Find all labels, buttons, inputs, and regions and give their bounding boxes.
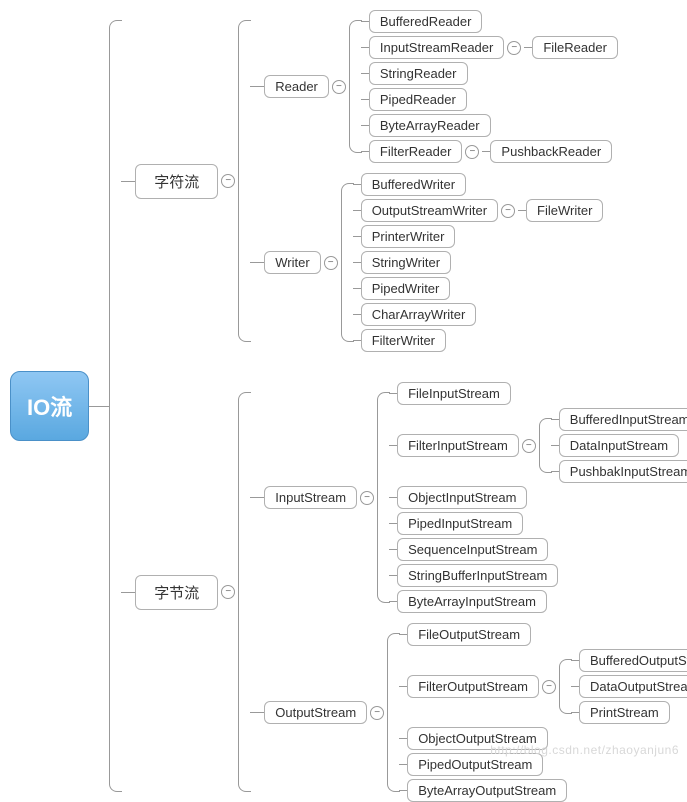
leaf-node: BufferedReader [369,10,483,33]
leaf-node: PushbakInputStream [559,460,687,483]
toggle-icon[interactable]: − [324,256,338,270]
toggle-icon[interactable]: − [522,439,536,453]
node-outputstream: OutputStream [264,701,367,724]
mindmap-tree: IO流 字符流 − Reader − BufferedReader [10,10,677,802]
leaf-node: PushbackReader [490,140,612,163]
toggle-icon[interactable]: − [465,145,479,159]
node-char-stream: 字符流 [135,164,218,199]
leaf-node: BufferedInputStream [559,408,687,431]
toggle-icon[interactable]: − [221,174,235,188]
leaf-node: PipedReader [369,88,467,111]
toggle-icon[interactable]: − [360,491,374,505]
leaf-node: ByteArrayOutputStream [407,779,567,802]
root-node: IO流 [10,371,89,441]
leaf-node: PrintStream [579,701,670,724]
leaf-node: FileInputStream [397,382,511,405]
branch-inputstream: InputStream − FileInputStream FilterInpu… [250,382,687,613]
branch-writer: Writer − BufferedWriter OutputStreamWrit… [250,173,618,352]
leaf-node: PipedWriter [361,277,451,300]
leaf-node: FileOutputStream [407,623,531,646]
toggle-icon[interactable]: − [221,585,235,599]
node-inputstream: InputStream [264,486,357,509]
leaf-node: StringWriter [361,251,451,274]
watermark-text: http://blog.csdn.net/zhaoyanjun6 [490,743,679,757]
node-byte-stream: 字节流 [135,575,218,610]
node-writer: Writer [264,251,320,274]
node-reader: Reader [264,75,329,98]
toggle-icon[interactable]: − [542,680,556,694]
leaf-node: PipedInputStream [397,512,523,535]
toggle-icon[interactable]: − [507,41,521,55]
leaf-node: FileReader [532,36,618,59]
branch-reader: Reader − BufferedReader InputStreamReade… [250,10,618,163]
toggle-icon[interactable]: − [501,204,515,218]
leaf-node: ByteArrayInputStream [397,590,547,613]
leaf-node: FilterReader [369,140,463,163]
branch-outputstream: OutputStream − FileOutputStream FilterOu… [250,623,687,802]
leaf-node: FilterWriter [361,329,446,352]
toggle-icon[interactable]: − [370,706,384,720]
leaf-node: BufferedWriter [361,173,466,196]
leaf-node: FilterOutputStream [407,675,539,698]
leaf-node: SequenceInputStream [397,538,548,561]
branch-byte-stream: 字节流 − InputStream − FileInputStream Filt… [121,382,687,802]
leaf-node: StringBufferInputStream [397,564,558,587]
leaf-node: BufferedOutputStream [579,649,687,672]
leaf-node: DataInputStream [559,434,679,457]
leaf-node: FileWriter [526,199,603,222]
leaf-node: DataOutputStream [579,675,687,698]
leaf-node: FilterInputStream [397,434,519,457]
leaf-node: OutputStreamWriter [361,199,498,222]
toggle-icon[interactable]: − [332,80,346,94]
leaf-node: CharArrayWriter [361,303,477,326]
leaf-node: InputStreamReader [369,36,504,59]
leaf-node: StringReader [369,62,468,85]
leaf-node: ByteArrayReader [369,114,491,137]
branch-char-stream: 字符流 − Reader − BufferedReader InputStrea… [121,10,687,352]
leaf-node: ObjectInputStream [397,486,527,509]
leaf-node: PrinterWriter [361,225,456,248]
